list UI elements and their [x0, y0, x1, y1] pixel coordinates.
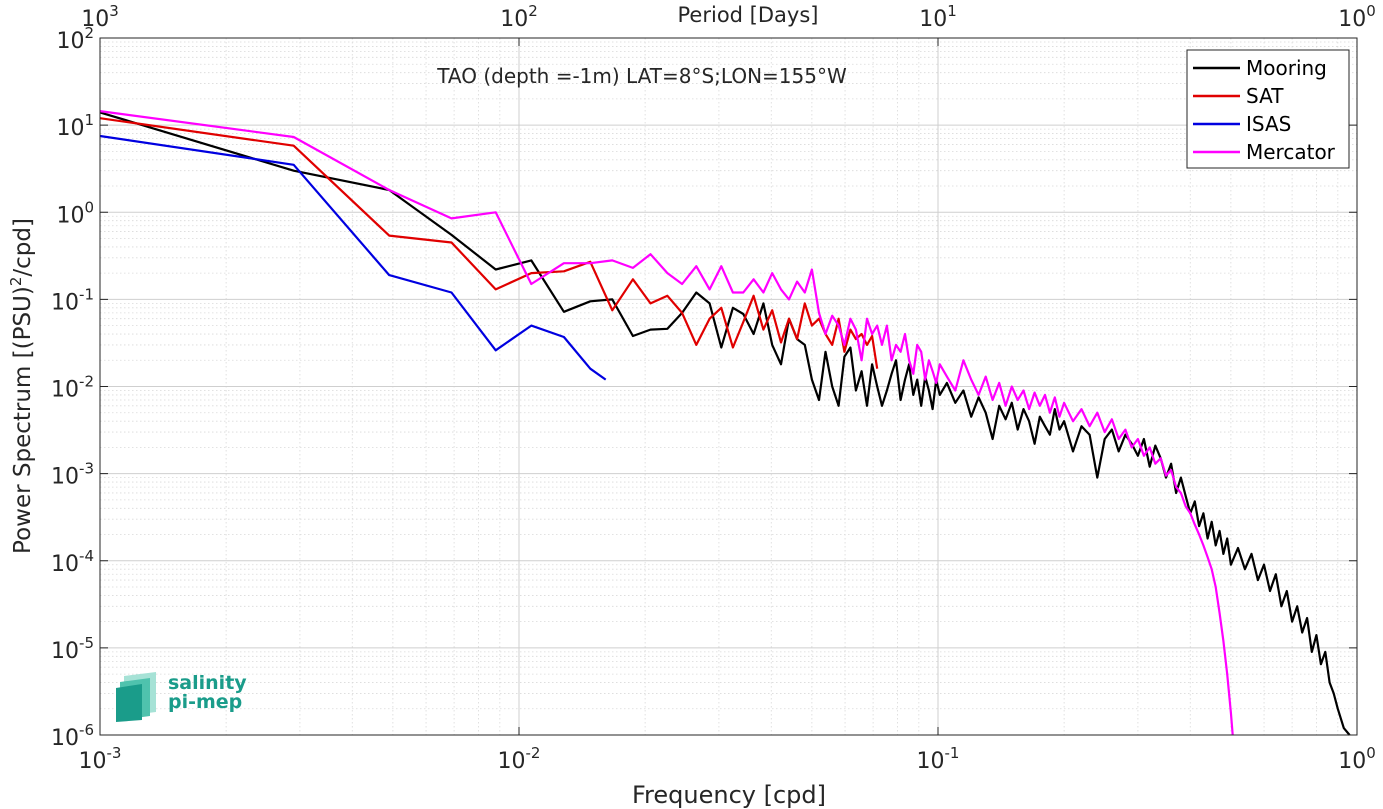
- y-tick-label: 100: [56, 198, 94, 228]
- y-tick-label: 101: [56, 111, 94, 141]
- x-tick-label: 10-1: [917, 744, 960, 774]
- top-tick-label: 100: [1338, 2, 1376, 32]
- y-axis-label-tail: /cpd]: [10, 218, 36, 277]
- top-tick-label: 101: [919, 2, 957, 32]
- legend-label-sat: SAT: [1246, 84, 1284, 108]
- y-tick-label: 10-6: [51, 721, 94, 751]
- logo-line-1: salinity: [168, 672, 247, 694]
- y-tick-label: 10-4: [51, 547, 94, 577]
- top-axis-label: Period [Days]: [678, 3, 819, 27]
- series-layer: [99, 110, 1351, 736]
- x-tick-label: 100: [1338, 744, 1376, 774]
- logo-line-2: pi-mep: [168, 691, 243, 713]
- y-tick-label: 10-5: [51, 634, 94, 664]
- x-tick-label: 10-3: [79, 744, 122, 774]
- series-line-isas: [99, 134, 607, 381]
- series-line-sat: [99, 117, 879, 369]
- legend-box: [1186, 49, 1350, 169]
- x-axis-label: Frequency [cpd]: [632, 781, 826, 809]
- y-tick-label: 10-1: [51, 285, 94, 315]
- logo-mark-icon: [116, 672, 156, 722]
- top-tick-label: 103: [81, 2, 119, 32]
- y-axis-label-main: Power Spectrum [(PSU): [10, 286, 36, 554]
- y-tick-label: 10-2: [51, 373, 94, 403]
- top-tick-label: 102: [500, 2, 538, 32]
- series-line-mooring: [99, 111, 1351, 736]
- legend-label-isas: ISAS: [1246, 112, 1291, 136]
- legend-label-mercator: Mercator: [1246, 140, 1336, 164]
- salinity-pimep-logo: salinity pi-mep: [116, 672, 256, 722]
- y-tick-label: 10-3: [51, 460, 94, 490]
- legend-label-mooring: Mooring: [1246, 56, 1327, 80]
- x-tick-label: 10-2: [498, 744, 541, 774]
- chart-title: TAO (depth =-1m) LAT=8°S;LON=155°W: [436, 64, 847, 88]
- logo-text: salinity pi-mep: [168, 674, 247, 712]
- y-axis-label-sup: 2: [7, 277, 25, 287]
- series-line-mercator: [99, 110, 1234, 736]
- y-tick-label: 102: [56, 24, 94, 54]
- y-axis-label: Power Spectrum [(PSU)2/cpd]: [7, 218, 36, 554]
- legend: Mooring SAT ISAS Mercator: [1186, 49, 1350, 169]
